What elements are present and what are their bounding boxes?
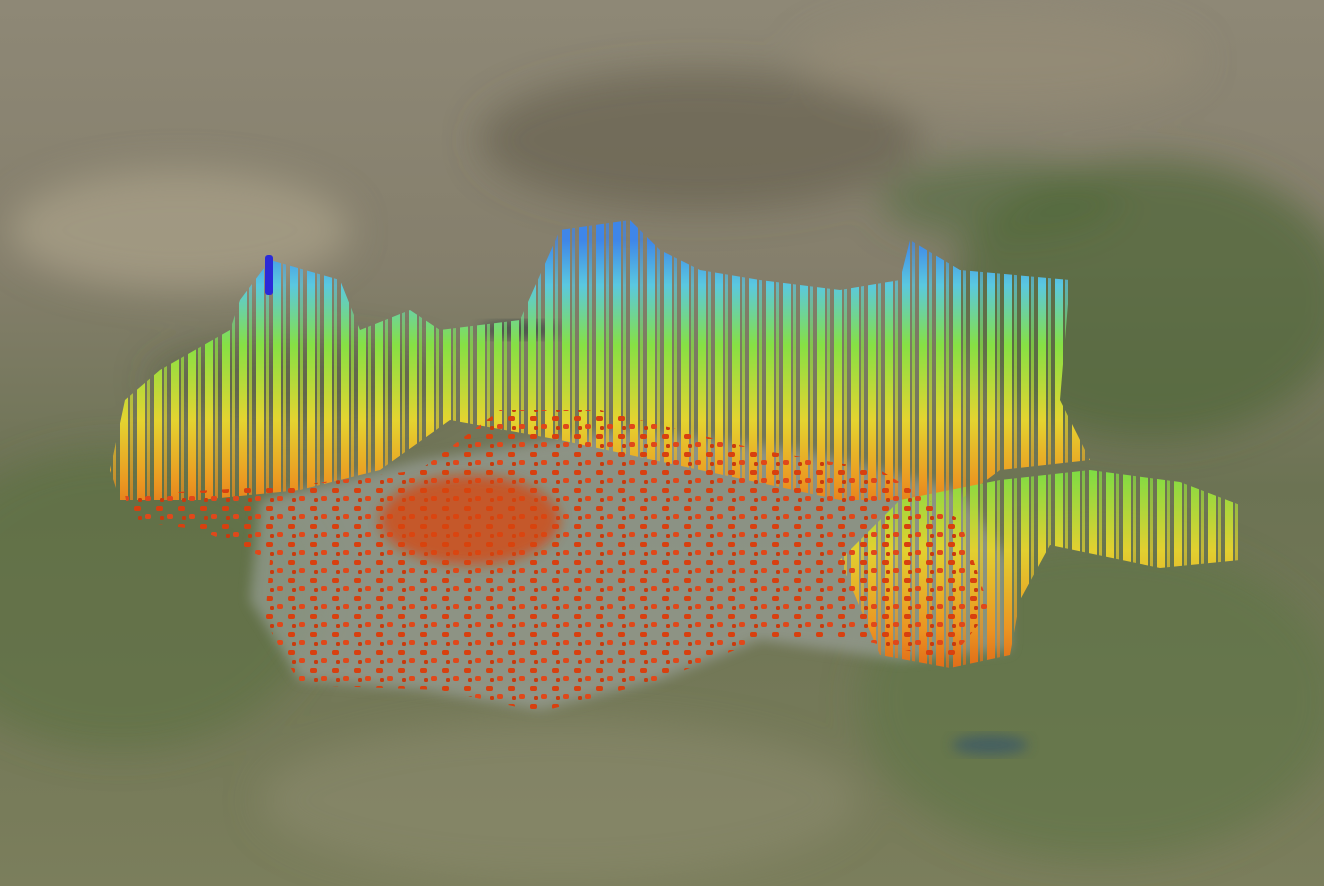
peak-column (265, 255, 273, 295)
points (125, 410, 990, 712)
lake (952, 735, 1028, 755)
point-cluster (380, 475, 560, 565)
columns (110, 220, 1090, 500)
